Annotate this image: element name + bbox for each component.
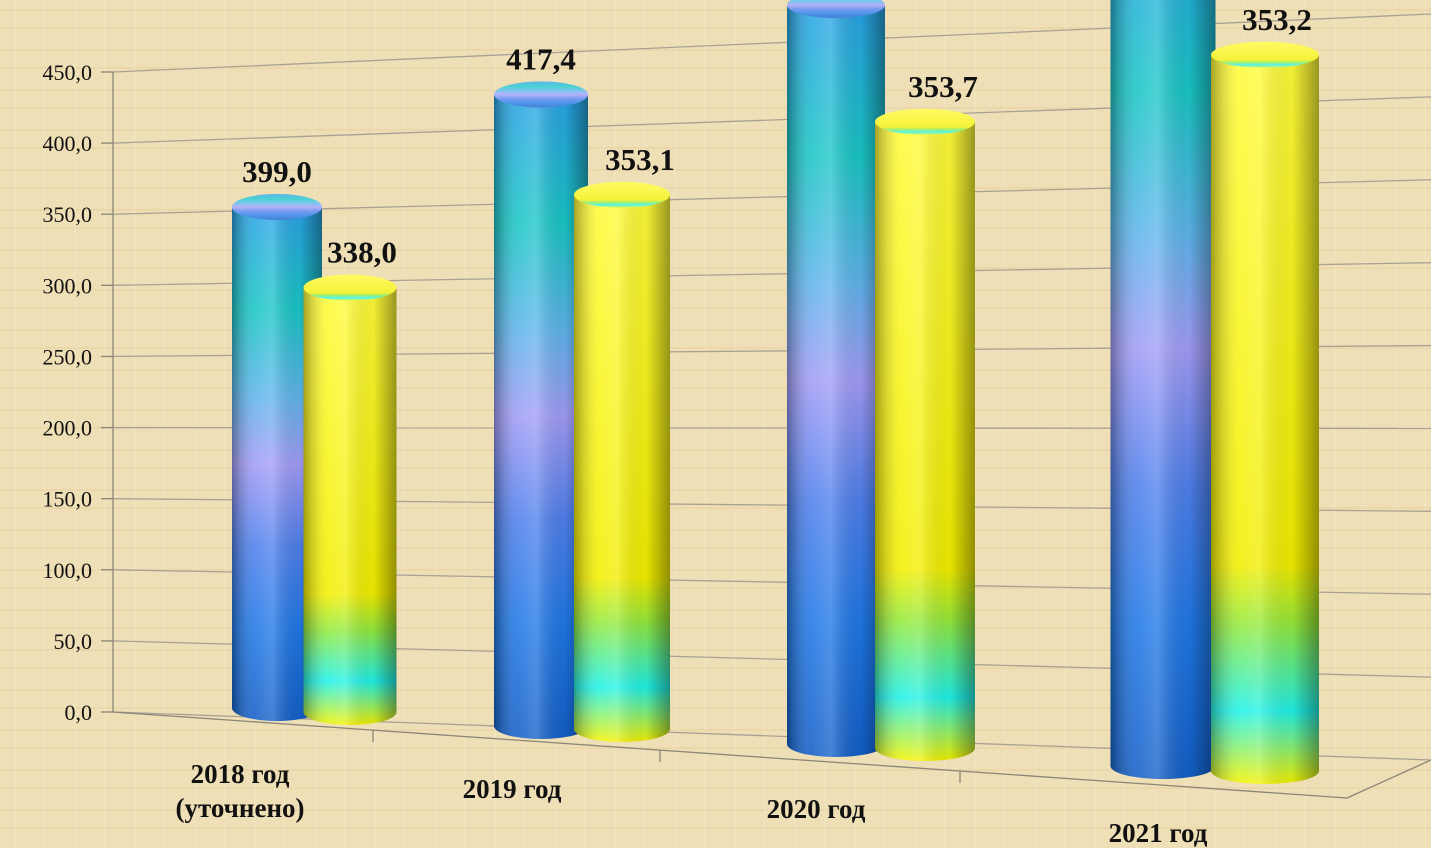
bar-s2-c3-shading bbox=[875, 121, 975, 761]
bar-s2-c2-top bbox=[574, 181, 670, 208]
x-category-label-line: 2018 год bbox=[191, 759, 290, 789]
bar-layer bbox=[232, 0, 1319, 784]
x-category-label-line: 2020 год bbox=[767, 794, 866, 824]
bar-s1-c2-top bbox=[494, 81, 588, 108]
x-category-label: 2019 год bbox=[463, 774, 562, 804]
y-tick-label: 350,0 bbox=[43, 202, 93, 227]
data-label: 399,0 bbox=[242, 154, 312, 189]
data-label: 353,1 bbox=[605, 142, 675, 177]
data-label: 353,7 bbox=[908, 69, 978, 104]
label-layer: 399,0417,4417,4417,4338,0353,1353,7353,2… bbox=[175, 2, 1312, 848]
x-category-label-line: (уточнено) bbox=[175, 793, 304, 823]
y-tick-label: 150,0 bbox=[43, 487, 93, 512]
y-tick-label: 200,0 bbox=[43, 416, 93, 441]
bar-s1-c3-top bbox=[787, 0, 885, 19]
bar-s1-c4-shading bbox=[1110, 0, 1216, 779]
bar-s1-c2-top-highlight bbox=[494, 81, 588, 108]
x-category-label-line: 2019 год bbox=[463, 774, 562, 804]
x-category-label: 2018 год (уточнено) bbox=[175, 759, 304, 823]
bar-s2-c3-top bbox=[875, 108, 975, 135]
x-category-label: 2020 год bbox=[767, 794, 866, 824]
bar-s2-c4-shading bbox=[1211, 54, 1319, 784]
bar-s2-c2-shading bbox=[574, 194, 670, 743]
data-label: 417,4 bbox=[506, 41, 576, 76]
bar-s1-c2 bbox=[494, 81, 588, 739]
bar-s2-c2-top-highlight bbox=[574, 181, 670, 208]
x-category-label-line: 2021 год bbox=[1109, 818, 1208, 848]
bar-s2-c4-top bbox=[1211, 41, 1319, 68]
data-label: 338,0 bbox=[327, 235, 397, 270]
x-axis-line bbox=[112, 711, 1348, 799]
y-tick-label: 450,0 bbox=[43, 60, 93, 85]
bar-s2-c4-top-highlight bbox=[1211, 41, 1319, 68]
bar-s2-c4 bbox=[1211, 41, 1319, 784]
bar-s1-c3 bbox=[787, 0, 885, 758]
bar-s1-c3-top-highlight bbox=[787, 0, 885, 19]
bar-s1-c1 bbox=[232, 194, 322, 722]
bar-s1-c1-shading bbox=[232, 207, 322, 722]
floor-side-edge bbox=[1346, 759, 1431, 799]
bar-s2-c1-top bbox=[303, 274, 397, 301]
bar-s1-c4 bbox=[1110, 0, 1216, 779]
bar-s2-c3 bbox=[875, 108, 975, 761]
y-tick-label: 0,0 bbox=[65, 700, 93, 725]
y-tick-label: 400,0 bbox=[43, 131, 93, 156]
y-tick-label: 100,0 bbox=[43, 558, 93, 583]
y-tick-label: 50,0 bbox=[54, 629, 93, 654]
bar-s1-c1-top bbox=[232, 194, 322, 221]
bar-s1-c3-shading bbox=[787, 5, 885, 758]
y-tick-label: 250,0 bbox=[43, 344, 93, 369]
bar-s1-c1-top-highlight bbox=[232, 194, 322, 221]
bar-s1-c2-shading bbox=[494, 94, 588, 739]
bar-s2-c1-shading bbox=[303, 287, 397, 726]
bar-s2-c1-top-highlight bbox=[303, 274, 397, 301]
x-category-label: 2021 год bbox=[1109, 818, 1208, 848]
y-tick-label: 300,0 bbox=[43, 273, 93, 298]
axis-layer: 0,0 50,0 100,0 150,0 200,0 250,0 300,0 350,0 400… bbox=[43, 60, 1431, 799]
data-label: 353,2 bbox=[1242, 2, 1312, 37]
bar-s2-c1 bbox=[303, 274, 397, 726]
bar-s2-c3-top-highlight bbox=[875, 108, 975, 135]
bar-s2-c2 bbox=[574, 181, 670, 743]
